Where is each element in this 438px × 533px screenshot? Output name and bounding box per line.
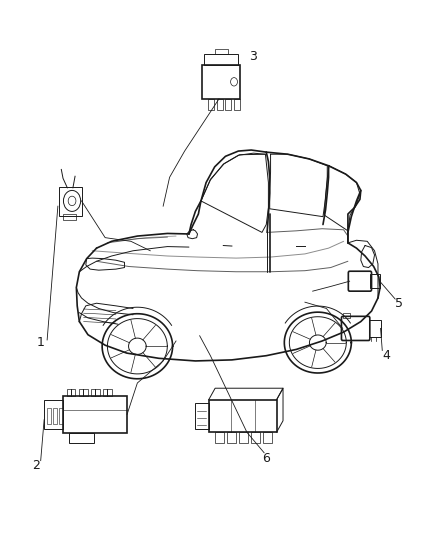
Bar <box>251 432 260 443</box>
Bar <box>368 320 381 337</box>
Text: 5: 5 <box>395 297 403 310</box>
Bar <box>208 99 214 110</box>
Bar <box>69 433 95 443</box>
Bar <box>67 389 75 395</box>
Bar <box>53 408 57 424</box>
Bar <box>226 99 231 110</box>
Text: 6: 6 <box>262 451 270 464</box>
Text: 2: 2 <box>32 459 40 472</box>
Bar <box>370 274 380 288</box>
Bar <box>44 400 63 429</box>
Bar <box>63 214 76 220</box>
Text: 3: 3 <box>249 50 257 63</box>
Bar <box>215 49 228 54</box>
Bar <box>103 389 112 395</box>
Text: 1: 1 <box>36 336 44 349</box>
Bar <box>47 408 51 424</box>
Bar <box>234 99 240 110</box>
Bar <box>195 403 208 429</box>
Bar <box>239 432 248 443</box>
Bar <box>204 54 238 65</box>
Bar <box>79 389 88 395</box>
Bar <box>263 432 272 443</box>
Bar <box>343 313 350 318</box>
Text: 4: 4 <box>382 349 390 362</box>
Bar <box>227 432 236 443</box>
Bar <box>91 389 99 395</box>
Bar <box>64 395 127 433</box>
Bar <box>202 65 240 99</box>
Bar <box>59 408 64 424</box>
Bar <box>208 400 276 432</box>
Bar <box>217 99 223 110</box>
Bar <box>215 432 224 443</box>
